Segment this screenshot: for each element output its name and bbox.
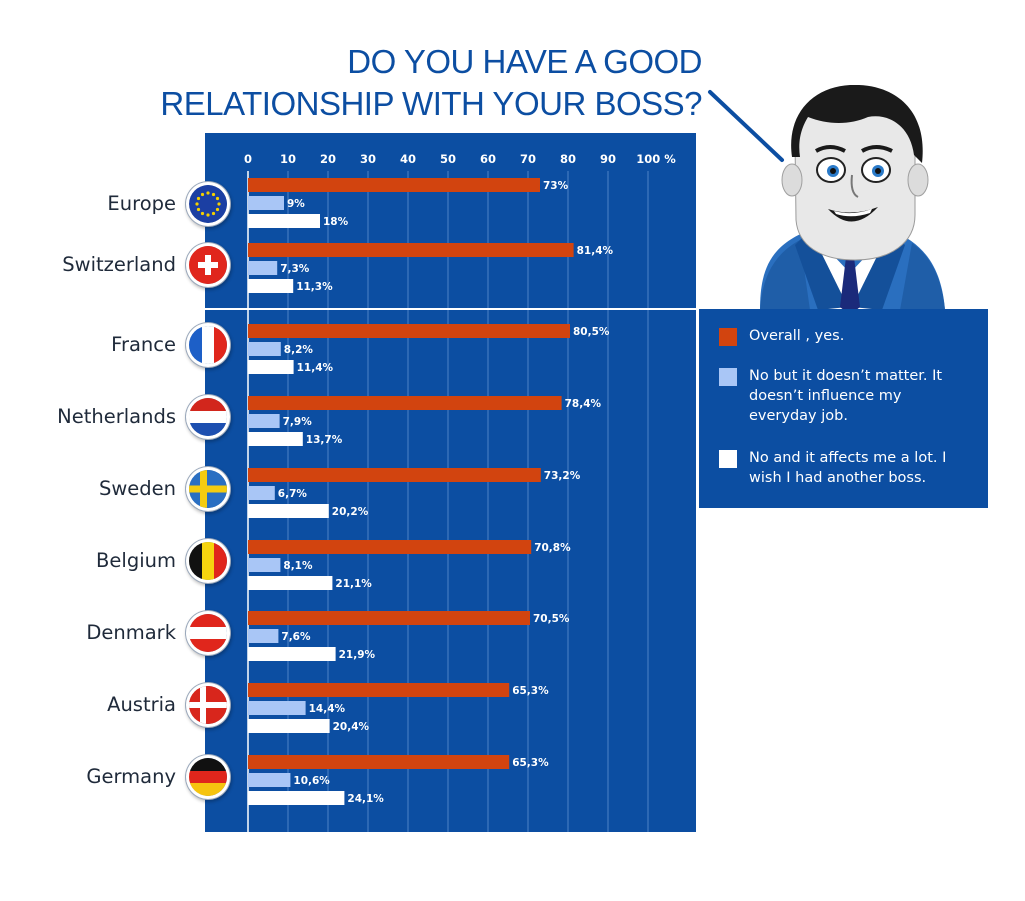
bar-overall_yes xyxy=(248,324,570,338)
bar-chart: 0 10 20 30 40 50 60 70 80 90 100 % 73% 9% 18% 81,4% 7,3… xyxy=(205,152,696,832)
bar-affects_me xyxy=(248,214,320,228)
bar-value-label: 6,7% xyxy=(278,488,308,500)
x-tick-label: 20 xyxy=(320,152,336,166)
legend-swatch-overall-yes xyxy=(719,328,737,346)
x-tick-label: 100 % xyxy=(636,152,676,166)
bar-doesnt_matter xyxy=(248,773,291,787)
bar-affects_me xyxy=(248,576,333,590)
bar-value-label: 13,7% xyxy=(306,434,343,446)
x-tick-label: 40 xyxy=(400,152,416,166)
legend-label: No and it affects me a lot. I wish I had… xyxy=(749,450,947,486)
bar-value-label: 8,1% xyxy=(283,560,313,572)
bar-affects_me xyxy=(248,432,303,446)
category-label: Germany xyxy=(86,765,176,788)
bar-affects_me xyxy=(248,279,294,293)
category-label: Austria xyxy=(107,693,176,716)
bar-overall_yes xyxy=(248,396,562,410)
bar-value-label: 11,4% xyxy=(297,362,334,374)
legend-label: No but it doesn’t matter. It doesn’t inf… xyxy=(749,368,943,424)
bar-value-label: 24,1% xyxy=(347,793,384,805)
bar-value-label: 20,4% xyxy=(333,721,370,733)
austria-flag-icon xyxy=(189,614,227,652)
category-label: France xyxy=(111,333,176,356)
bar-doesnt_matter xyxy=(248,701,306,715)
bar-overall_yes xyxy=(248,468,541,482)
chart-title-line-2: RELATIONSHIP WITH YOUR BOSS? xyxy=(160,85,702,122)
category-label: Switzerland xyxy=(62,253,176,276)
bar-doesnt_matter xyxy=(248,261,278,275)
bar-value-label: 65,3% xyxy=(512,757,549,769)
bar-affects_me xyxy=(248,719,330,733)
denmark-flag-icon xyxy=(189,686,227,724)
legend-swatch-doesnt-matter xyxy=(719,368,737,386)
switzerland-flag-icon xyxy=(189,246,227,284)
businessman-mascot-illustration xyxy=(760,85,945,310)
x-tick-label: 70 xyxy=(520,152,536,166)
bar-doesnt_matter xyxy=(248,558,281,572)
bar-affects_me xyxy=(248,504,329,518)
bar-value-label: 73,2% xyxy=(544,470,581,482)
category-label: Denmark xyxy=(86,621,176,644)
x-tick-label: 50 xyxy=(440,152,456,166)
bar-value-label: 11,3% xyxy=(296,281,333,293)
bar-affects_me xyxy=(248,791,345,805)
category-label: Belgium xyxy=(96,549,176,572)
germany-flag-icon xyxy=(189,758,227,796)
bar-value-label: 7,6% xyxy=(281,631,311,643)
x-tick-label: 80 xyxy=(560,152,576,166)
chart-panel: 0 10 20 30 40 50 60 70 80 90 100 % 73% 9% 18% 81,4% 7,3… xyxy=(205,133,696,832)
bar-doesnt_matter xyxy=(248,629,279,643)
france-flag-icon xyxy=(189,326,227,364)
bar-overall_yes xyxy=(248,611,530,625)
bar-value-label: 9% xyxy=(287,198,305,210)
eu-flag-icon xyxy=(189,185,227,223)
bar-overall_yes xyxy=(248,755,510,769)
bar-overall_yes xyxy=(248,178,540,192)
x-tick-label: 30 xyxy=(360,152,376,166)
bar-value-label: 14,4% xyxy=(309,703,346,715)
bar-value-label: 20,2% xyxy=(332,506,369,518)
bar-overall_yes xyxy=(248,540,532,554)
category-label: Sweden xyxy=(98,477,176,500)
chart-legend: Overall , yes. No but it doesn’t matter.… xyxy=(697,309,988,508)
bar-overall_yes xyxy=(248,683,510,697)
category-label: Europe xyxy=(107,192,176,215)
x-tick-label: 0 xyxy=(244,152,252,166)
bar-affects_me xyxy=(248,360,294,374)
x-tick-label: 10 xyxy=(280,152,296,166)
bar-value-label: 70,8% xyxy=(534,542,571,554)
bar-value-label: 7,9% xyxy=(283,416,313,428)
bar-value-label: 21,1% xyxy=(335,578,372,590)
chart-title-line-1: DO YOU HAVE A GOOD xyxy=(347,43,702,80)
speech-pointer-line xyxy=(708,90,784,162)
bar-value-label: 78,4% xyxy=(565,398,602,410)
x-tick-label: 90 xyxy=(600,152,616,166)
bar-doesnt_matter xyxy=(248,414,280,428)
bar-overall_yes xyxy=(248,243,574,257)
category-label: Netherlands xyxy=(57,405,176,428)
bar-value-label: 18% xyxy=(323,216,349,228)
sweden-flag-icon xyxy=(189,470,227,508)
belgium-flag-icon xyxy=(189,542,227,580)
legend-label: Overall , yes. xyxy=(749,328,845,344)
bar-value-label: 21,9% xyxy=(339,649,376,661)
bar-value-label: 73% xyxy=(543,180,569,192)
bar-doesnt_matter xyxy=(248,486,275,500)
legend-swatch-affects-me xyxy=(719,450,737,468)
bar-value-label: 65,3% xyxy=(512,685,549,697)
bar-affects_me xyxy=(248,647,336,661)
bar-value-label: 8,2% xyxy=(284,344,314,356)
netherlands-flag-icon xyxy=(189,398,227,436)
bar-value-label: 10,6% xyxy=(293,775,330,787)
bar-value-label: 7,3% xyxy=(280,263,310,275)
x-tick-label: 60 xyxy=(480,152,496,166)
bar-value-label: 80,5% xyxy=(573,326,610,338)
bar-doesnt_matter xyxy=(248,196,284,210)
bar-value-label: 81,4% xyxy=(577,245,614,257)
bar-value-label: 70,5% xyxy=(533,613,570,625)
bar-doesnt_matter xyxy=(248,342,281,356)
